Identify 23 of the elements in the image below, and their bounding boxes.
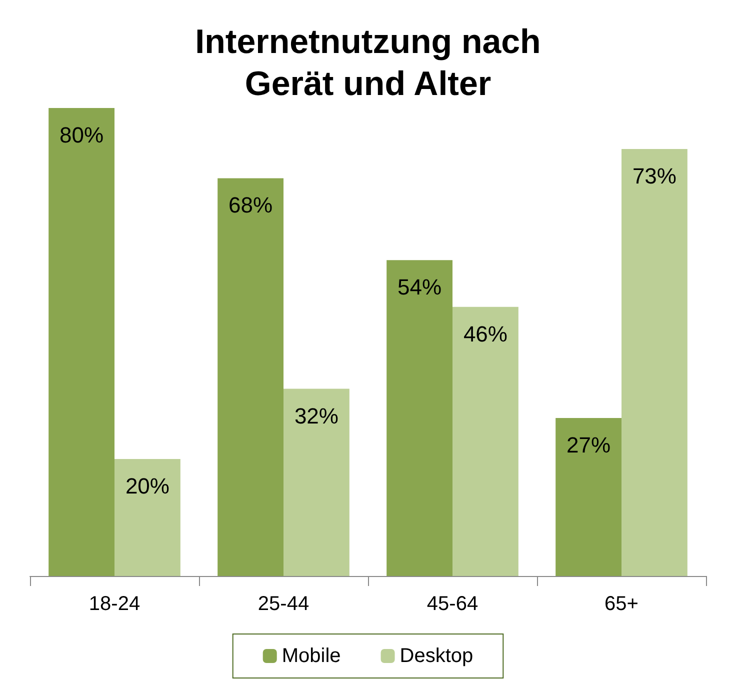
bar xyxy=(622,148,688,576)
x-tick-label: 18-24 xyxy=(88,593,140,615)
bar xyxy=(48,108,114,576)
data-label: 20% xyxy=(125,474,170,498)
legend-label: Mobile xyxy=(282,645,341,667)
bar xyxy=(218,178,284,576)
x-tick-label: 25-44 xyxy=(258,593,310,615)
data-label: 80% xyxy=(60,122,104,148)
legend-label: Desktop xyxy=(400,645,474,667)
bar xyxy=(452,306,518,576)
data-label: 32% xyxy=(294,403,338,428)
bar xyxy=(284,388,350,576)
bar xyxy=(556,418,622,576)
x-tick-label: 45-64 xyxy=(426,593,478,615)
data-label: 46% xyxy=(463,321,508,346)
bar xyxy=(386,260,452,576)
bar xyxy=(114,459,180,576)
data-label: 54% xyxy=(398,274,442,300)
chart-title: Internetnutzung nach Gerät und Alter xyxy=(195,23,541,103)
data-label: 27% xyxy=(566,432,611,458)
data-label: 68% xyxy=(228,192,273,218)
data-label: 73% xyxy=(632,163,676,188)
x-tick-label: 65+ xyxy=(604,593,638,615)
